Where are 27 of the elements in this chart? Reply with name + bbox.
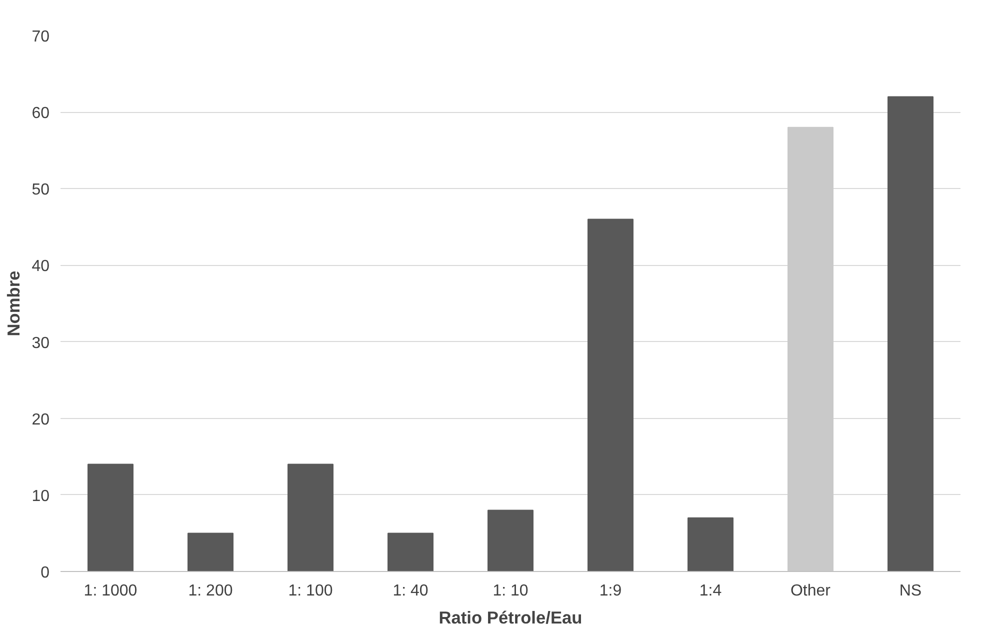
x-tick-label: 1: 10 [492,582,528,600]
x-tick-label: 1: 200 [188,582,233,600]
x-tick-label: 1:4 [699,582,722,600]
x-tick-label: 1: 40 [392,582,428,600]
bar [688,517,734,572]
bar [188,532,234,572]
y-axis-title: Nombre [4,270,24,336]
y-tick-label: 70 [32,28,50,46]
y-tick-label: 10 [32,488,50,505]
x-tick-label: 1: 100 [288,582,333,600]
x-tick-label: Other [790,582,832,600]
x-tick-label: 1:9 [599,582,622,600]
y-tick-label: 60 [32,105,50,122]
bar [588,218,634,572]
y-tick-label: 40 [32,258,50,276]
bar [388,532,434,572]
y-tick-label: 30 [32,334,50,352]
x-tick-label: 1: 1000 [84,582,138,600]
bar [288,464,334,572]
x-axis-title: Ratio Pétrole/Eau [438,608,582,628]
y-tick-label: 20 [32,411,50,428]
x-tick-label: NS [899,582,922,600]
bar [888,96,934,572]
bar [88,464,134,572]
bar [488,510,534,572]
y-tick-label: 0 [40,564,50,582]
y-tick-label: 50 [32,182,50,199]
